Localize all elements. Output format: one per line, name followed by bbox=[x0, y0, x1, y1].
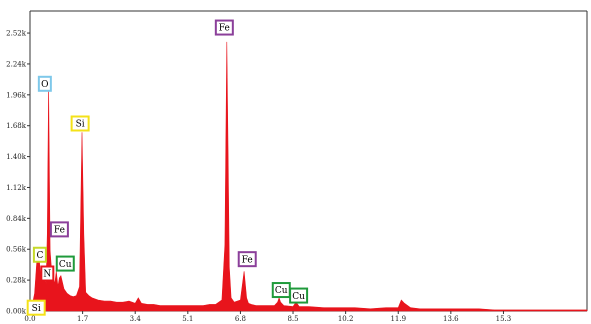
y-tick-label: 0.56k bbox=[6, 246, 27, 254]
spectrum-layer bbox=[31, 41, 588, 312]
x-tick-label: 5.1 bbox=[182, 315, 193, 323]
y-tick-label: 2.24k bbox=[6, 60, 27, 68]
element-label-fe: Fe bbox=[214, 19, 234, 36]
element-label-text: O bbox=[41, 80, 48, 90]
x-tick-label: 6.8 bbox=[235, 315, 246, 323]
element-label-n: N bbox=[40, 265, 55, 282]
element-label-text: Cu bbox=[292, 292, 305, 302]
element-label-cu: Cu bbox=[271, 282, 291, 299]
element-label-text: Cu bbox=[59, 260, 72, 270]
element-label-si: Si bbox=[70, 115, 90, 132]
y-tick-label: 0.00k bbox=[6, 308, 27, 316]
element-label-box bbox=[49, 221, 69, 238]
x-tick-label: 1.7 bbox=[77, 315, 88, 323]
y-tick-label: 1.40k bbox=[6, 153, 27, 161]
element-label-text: N bbox=[43, 270, 51, 280]
y-tick-label: 1.68k bbox=[6, 122, 27, 130]
element-label-box bbox=[40, 265, 55, 282]
element-label-box bbox=[289, 287, 309, 304]
x-tick-label: 10.2 bbox=[338, 315, 354, 323]
element-label-si: Si bbox=[26, 299, 46, 316]
x-tick-label: 3.4 bbox=[130, 315, 142, 323]
element-label-box bbox=[32, 246, 47, 263]
element-label-text: Cu bbox=[275, 286, 288, 296]
x-tick-label: 0.0 bbox=[24, 315, 35, 323]
x-tick-label: 15.3 bbox=[496, 315, 512, 323]
y-axis-ticks: 0.00k 0.28k 0.56k 0.84k 1.12k 1.40k 1.68k 1.96k… bbox=[6, 30, 30, 316]
element-label-text: C bbox=[36, 251, 43, 261]
plot-frame bbox=[29, 10, 588, 312]
element-label-box bbox=[70, 115, 90, 132]
x-axis-ticks: 0.0 1.7 3.4 5.1 6.8 8.5 10.2 11.9 13.6 15.3 bbox=[24, 311, 511, 323]
element-label-fe: Fe bbox=[237, 251, 257, 268]
element-labels: O Si Fe Fe CN Cu Fe Cu Cu Si bbox=[26, 19, 309, 316]
y-tick-label: 2.52k bbox=[6, 30, 27, 38]
x-tick-label: 8.5 bbox=[287, 315, 298, 323]
spectrum-series-0 bbox=[31, 41, 588, 312]
element-label-box bbox=[237, 251, 257, 268]
element-label-o: O bbox=[37, 75, 52, 92]
x-tick-label: 13.6 bbox=[443, 315, 459, 323]
element-label-box bbox=[37, 75, 52, 92]
element-label-fe: Fe bbox=[49, 221, 69, 238]
element-label-text: Fe bbox=[219, 24, 230, 34]
x-tick-label: 11.9 bbox=[390, 315, 406, 323]
element-label-cu: Cu bbox=[289, 287, 309, 304]
element-label-text: Fe bbox=[54, 226, 65, 236]
y-tick-label: 0.84k bbox=[6, 215, 27, 223]
y-tick-label: 1.12k bbox=[6, 184, 27, 192]
y-tick-label: 0.28k bbox=[6, 277, 27, 285]
element-label-cu: Cu bbox=[55, 255, 75, 272]
element-label-text: Fe bbox=[242, 255, 253, 265]
element-label-text: Si bbox=[76, 120, 85, 130]
element-label-text: Si bbox=[32, 304, 41, 314]
y-tick-label: 1.96k bbox=[6, 91, 27, 99]
element-label-c: C bbox=[32, 246, 47, 263]
element-label-box bbox=[26, 299, 46, 316]
element-label-box bbox=[55, 255, 75, 272]
element-label-box bbox=[214, 19, 234, 36]
